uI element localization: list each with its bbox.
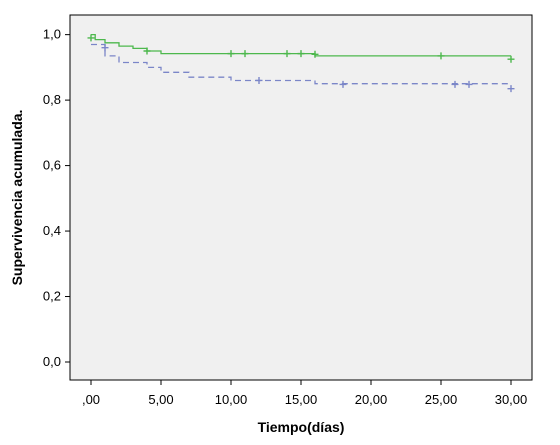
series-layer — [87, 33, 515, 93]
censor-mark — [465, 80, 473, 88]
x-axis: ,00 5,00 10,00 15,00 20,00 25,00 30,00 — [82, 380, 527, 407]
x-tick-label: 25,00 — [425, 392, 458, 407]
censor-mark — [437, 52, 445, 60]
censor-mark — [339, 80, 347, 88]
x-tick-label: ,00 — [82, 392, 100, 407]
x-axis-title: Tiempo(días) — [258, 419, 345, 435]
series-line-2 — [91, 43, 511, 85]
plot-area — [69, 14, 533, 381]
censor-mark — [227, 50, 235, 58]
x-tick-label: 15,00 — [285, 392, 318, 407]
censor-mark — [311, 50, 319, 58]
censor-mark — [143, 47, 151, 55]
y-tick-label: 0,0 — [43, 354, 61, 369]
censor-mark — [241, 50, 249, 58]
censor-mark — [507, 55, 515, 63]
censor-mark — [255, 76, 263, 84]
censor-mark — [87, 34, 95, 42]
x-tick-label: 5,00 — [148, 392, 173, 407]
censor-mark — [507, 85, 515, 93]
x-tick-label: 20,00 — [355, 392, 388, 407]
y-tick-label: 0,6 — [43, 158, 61, 173]
censor-mark — [283, 50, 291, 58]
y-axis-title: Supervivencia acumulada. — [9, 110, 25, 286]
series-line-1 — [91, 33, 511, 57]
y-tick-label: 0,4 — [43, 223, 61, 238]
censor-mark — [451, 80, 459, 88]
y-axis: 0,0 0,2 0,4 0,6 0,8 1,0 — [43, 27, 70, 369]
y-tick-label: 0,2 — [43, 289, 61, 304]
x-tick-label: 10,00 — [215, 392, 248, 407]
y-tick-label: 1,0 — [43, 27, 61, 42]
censor-mark — [101, 44, 109, 52]
x-tick-label: 30,00 — [495, 392, 528, 407]
y-tick-label: 0,8 — [43, 92, 61, 107]
censor-mark — [297, 50, 305, 58]
